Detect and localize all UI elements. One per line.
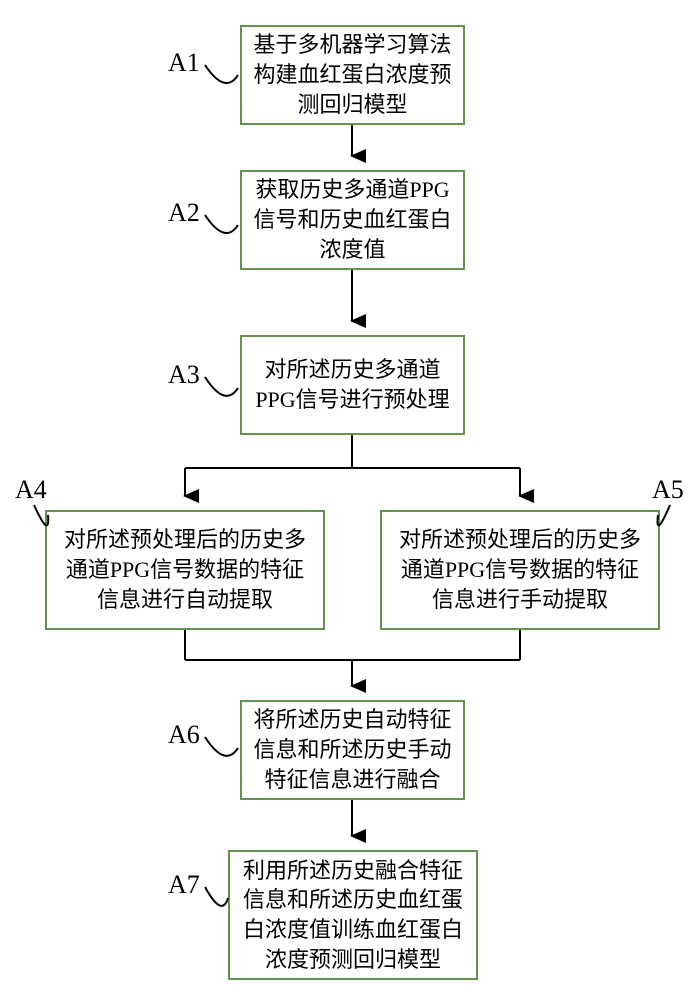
- node-a6: 将所述历史自动特征信息和所述历史手动特征信息进行融合: [240, 700, 465, 800]
- node-a4-text: 对所述预处理后的历史多通道PPG信号数据的特征信息进行自动提取: [57, 525, 313, 614]
- flowchart-canvas: 基于多机器学习算法构建血红蛋白浓度预测回归模型 获取历史多通道PPG信号和历史血…: [0, 0, 697, 1000]
- label-a7: A7: [168, 870, 200, 900]
- node-a2-text: 获取历史多通道PPG信号和历史血红蛋白浓度值: [252, 175, 453, 264]
- node-a5-text: 对所述预处理后的历史多通道PPG信号数据的特征信息进行手动提取: [392, 525, 648, 614]
- node-a5: 对所述预处理后的历史多通道PPG信号数据的特征信息进行手动提取: [380, 510, 660, 630]
- label-a4: A4: [15, 475, 47, 505]
- node-a6-text: 将所述历史自动特征信息和所述历史手动特征信息进行融合: [252, 705, 453, 794]
- node-a1-text: 基于多机器学习算法构建血红蛋白浓度预测回归模型: [252, 30, 453, 119]
- label-a6: A6: [168, 720, 200, 750]
- node-a7-text: 利用所述历史融合特征信息和所述历史血红蛋白浓度值训练血红蛋白浓度预测回归模型: [240, 856, 466, 975]
- label-a5: A5: [652, 475, 684, 505]
- node-a2: 获取历史多通道PPG信号和历史血红蛋白浓度值: [240, 170, 465, 270]
- node-a4: 对所述预处理后的历史多通道PPG信号数据的特征信息进行自动提取: [45, 510, 325, 630]
- node-a7: 利用所述历史融合特征信息和所述历史血红蛋白浓度值训练血红蛋白浓度预测回归模型: [228, 850, 478, 980]
- label-a2: A2: [168, 198, 200, 228]
- label-a1: A1: [168, 48, 200, 78]
- node-a3-text: 对所述历史多通道PPG信号进行预处理: [252, 355, 453, 414]
- node-a3: 对所述历史多通道PPG信号进行预处理: [240, 335, 465, 435]
- label-a3: A3: [168, 360, 200, 390]
- node-a1: 基于多机器学习算法构建血红蛋白浓度预测回归模型: [240, 25, 465, 125]
